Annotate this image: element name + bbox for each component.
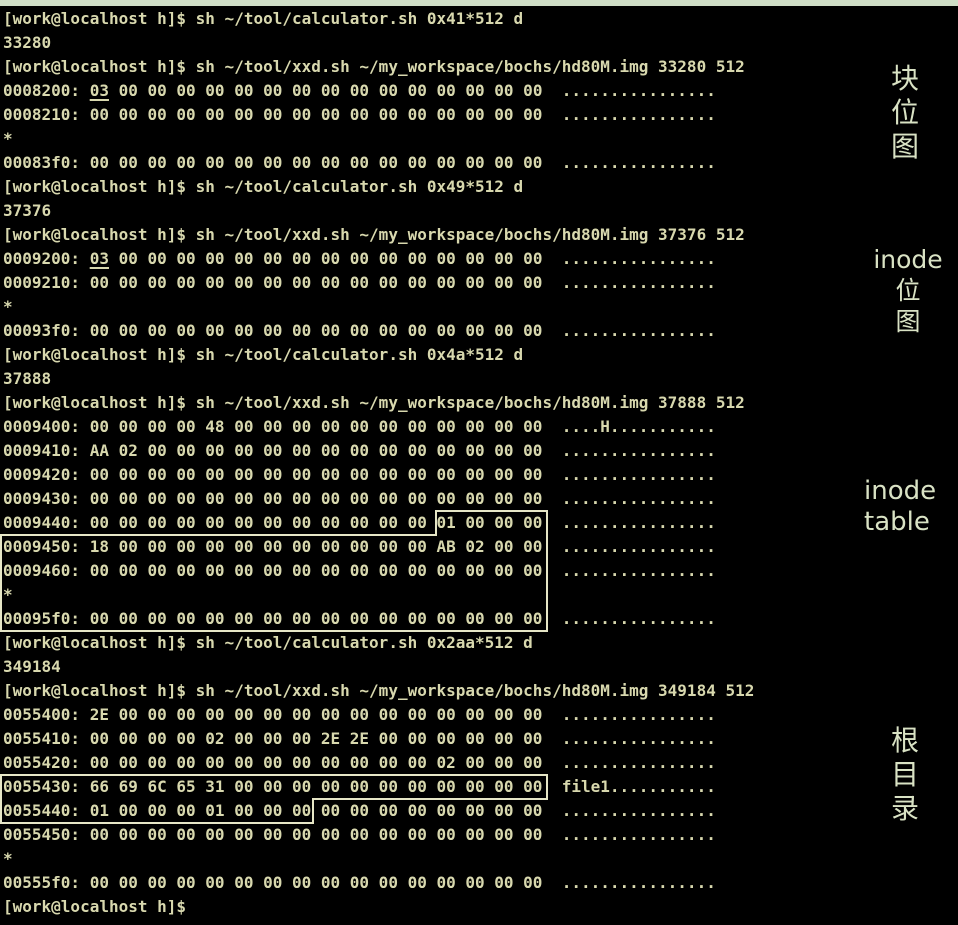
annotation-line: table [864, 507, 930, 537]
terminal-line: [work@localhost h]$ sh ~/tool/calculator… [3, 631, 754, 655]
terminal-line: 0055430: 66 69 6C 65 31 00 00 00 00 00 0… [3, 775, 754, 799]
annotation-line: 图 [890, 130, 919, 163]
terminal-text: 33280 [3, 33, 52, 52]
terminal-line: [work@localhost h]$ sh ~/tool/calculator… [3, 175, 754, 199]
terminal-line: 00095f0: 00 00 00 00 00 00 00 00 00 00 0… [3, 607, 754, 631]
underlined-hex-byte: 03 [89, 81, 109, 100]
terminal-text: [work@localhost h]$ sh ~/tool/calculator… [3, 9, 524, 28]
annotation-line: 根 [890, 724, 919, 757]
terminal-line: [work@localhost h]$ sh ~/tool/xxd.sh ~/m… [3, 679, 754, 703]
terminal-line: 0055410: 00 00 00 00 02 00 00 00 2E 2E 0… [3, 727, 754, 751]
terminal-line: 0055450: 00 00 00 00 00 00 00 00 00 00 0… [3, 823, 754, 847]
terminal-text: [work@localhost h]$ sh ~/tool/calculator… [3, 177, 524, 196]
terminal-line: 0009460: 00 00 00 00 00 00 00 00 00 00 0… [3, 559, 754, 583]
terminal-text: 0055410: 00 00 00 00 02 00 00 00 2E 2E 0… [3, 729, 716, 748]
terminal-line: * [3, 127, 754, 151]
annotation-line: 位 [895, 276, 921, 305]
annotation-root-directory: 根 目 录 [884, 724, 926, 826]
terminal-text: [work@localhost h]$ [3, 897, 187, 916]
terminal-text: [work@localhost h]$ sh ~/tool/xxd.sh ~/m… [3, 57, 745, 76]
terminal-text: 0009430: 00 00 00 00 00 00 00 00 00 00 0… [3, 489, 716, 508]
terminal-text: 0009420: 00 00 00 00 00 00 00 00 00 00 0… [3, 465, 716, 484]
terminal-text: 0055400: 2E 00 00 00 00 00 00 00 00 00 0… [3, 705, 716, 724]
window-top-border [0, 0, 958, 6]
terminal-text: * [3, 297, 13, 316]
terminal-line: 0055400: 2E 00 00 00 00 00 00 00 00 00 0… [3, 703, 754, 727]
terminal-line: 0055420: 00 00 00 00 00 00 00 00 00 00 0… [3, 751, 754, 775]
terminal-line: 0009410: AA 02 00 00 00 00 00 00 00 00 0… [3, 439, 754, 463]
terminal-text: 0009450: 18 00 00 00 00 00 00 00 00 00 0… [3, 537, 716, 556]
terminal-line: 00093f0: 00 00 00 00 00 00 00 00 00 00 0… [3, 319, 754, 343]
terminal-text: 37376 [3, 201, 52, 220]
terminal-line: 0009440: 00 00 00 00 00 00 00 00 00 00 0… [3, 511, 754, 535]
annotation-line: 图 [895, 307, 921, 336]
terminal-text: 0009410: AA 02 00 00 00 00 00 00 00 00 0… [3, 441, 716, 460]
annotation-line: 位 [890, 96, 919, 129]
terminal-text: 0009200: [3, 249, 90, 268]
terminal-line: 0009430: 00 00 00 00 00 00 00 00 00 00 0… [3, 487, 754, 511]
terminal-line: 37888 [3, 367, 754, 391]
terminal-line: 33280 [3, 31, 754, 55]
terminal-line: 0055440: 01 00 00 00 01 00 00 00 00 00 0… [3, 799, 754, 823]
annotation-line: 录 [890, 792, 919, 825]
terminal-text: 0009440: 00 00 00 00 00 00 00 00 00 00 0… [3, 513, 716, 532]
terminal-text: 37888 [3, 369, 52, 388]
terminal-line: 0009400: 00 00 00 00 48 00 00 00 00 00 0… [3, 415, 754, 439]
terminal-text: [work@localhost h]$ sh ~/tool/xxd.sh ~/m… [3, 225, 745, 244]
terminal-text: 0009210: 00 00 00 00 00 00 00 00 00 00 0… [3, 273, 716, 292]
terminal-output: [work@localhost h]$ sh ~/tool/calculator… [3, 7, 754, 919]
terminal-text: 349184 [3, 657, 61, 676]
terminal-line: [work@localhost h]$ [3, 895, 754, 919]
terminal-text: 0055430: 66 69 6C 65 31 00 00 00 00 00 0… [3, 777, 716, 796]
terminal-line: 349184 [3, 655, 754, 679]
terminal-line: 0009420: 00 00 00 00 00 00 00 00 00 00 0… [3, 463, 754, 487]
annotation-line: 目 [890, 758, 919, 791]
underlined-hex-byte: 03 [89, 249, 109, 268]
terminal-text: 00555f0: 00 00 00 00 00 00 00 00 00 00 0… [3, 873, 716, 892]
terminal-line: [work@localhost h]$ sh ~/tool/calculator… [3, 343, 754, 367]
terminal-line: * [3, 583, 754, 607]
annotation-inode-bitmap: inode 位 图 [858, 244, 958, 337]
terminal-line: 37376 [3, 199, 754, 223]
terminal-text: 0055450: 00 00 00 00 00 00 00 00 00 00 0… [3, 825, 716, 844]
annotation-inode-table: inode table [864, 476, 958, 538]
annotation-block-bitmap: 块 位 图 [884, 62, 926, 164]
terminal-line: [work@localhost h]$ sh ~/tool/xxd.sh ~/m… [3, 55, 754, 79]
terminal-text: * [3, 849, 13, 868]
terminal-line: 00555f0: 00 00 00 00 00 00 00 00 00 00 0… [3, 871, 754, 895]
terminal-text: 00093f0: 00 00 00 00 00 00 00 00 00 00 0… [3, 321, 716, 340]
terminal-text: 0009460: 00 00 00 00 00 00 00 00 00 00 0… [3, 561, 716, 580]
terminal-text: * [3, 129, 13, 148]
terminal-text: [work@localhost h]$ sh ~/tool/calculator… [3, 633, 533, 652]
terminal-line: 0008200: 03 00 00 00 00 00 00 00 00 00 0… [3, 79, 754, 103]
terminal-line: [work@localhost h]$ sh ~/tool/xxd.sh ~/m… [3, 223, 754, 247]
terminal-text: 00 00 00 00 00 00 00 00 00 00 00 00 00 0… [108, 249, 716, 268]
terminal-text: * [3, 585, 13, 604]
annotation-line: inode [873, 245, 943, 274]
terminal-line: * [3, 847, 754, 871]
terminal-text: 0009400: 00 00 00 00 48 00 00 00 00 00 0… [3, 417, 716, 436]
terminal-line: 0008210: 00 00 00 00 00 00 00 00 00 00 0… [3, 103, 754, 127]
terminal-text: [work@localhost h]$ sh ~/tool/xxd.sh ~/m… [3, 393, 745, 412]
annotation-line: 块 [890, 62, 919, 95]
terminal-line: [work@localhost h]$ sh ~/tool/xxd.sh ~/m… [3, 391, 754, 415]
terminal-text: 0008200: [3, 81, 90, 100]
terminal-text: 0055420: 00 00 00 00 00 00 00 00 00 00 0… [3, 753, 716, 772]
terminal-text: 00083f0: 00 00 00 00 00 00 00 00 00 00 0… [3, 153, 716, 172]
terminal-line: 0009450: 18 00 00 00 00 00 00 00 00 00 0… [3, 535, 754, 559]
terminal-line: * [3, 295, 754, 319]
terminal-line: 0009210: 00 00 00 00 00 00 00 00 00 00 0… [3, 271, 754, 295]
terminal-text: [work@localhost h]$ sh ~/tool/calculator… [3, 345, 524, 364]
terminal-line: 00083f0: 00 00 00 00 00 00 00 00 00 00 0… [3, 151, 754, 175]
terminal-text: 00095f0: 00 00 00 00 00 00 00 00 00 00 0… [3, 609, 716, 628]
terminal-text: 0055440: 01 00 00 00 01 00 00 00 00 00 0… [3, 801, 716, 820]
annotation-line: inode [864, 476, 937, 506]
terminal-line: 0009200: 03 00 00 00 00 00 00 00 00 00 0… [3, 247, 754, 271]
terminal-text: 0008210: 00 00 00 00 00 00 00 00 00 00 0… [3, 105, 716, 124]
terminal-line: [work@localhost h]$ sh ~/tool/calculator… [3, 7, 754, 31]
terminal-text: 00 00 00 00 00 00 00 00 00 00 00 00 00 0… [108, 81, 716, 100]
terminal-text: [work@localhost h]$ sh ~/tool/xxd.sh ~/m… [3, 681, 755, 700]
